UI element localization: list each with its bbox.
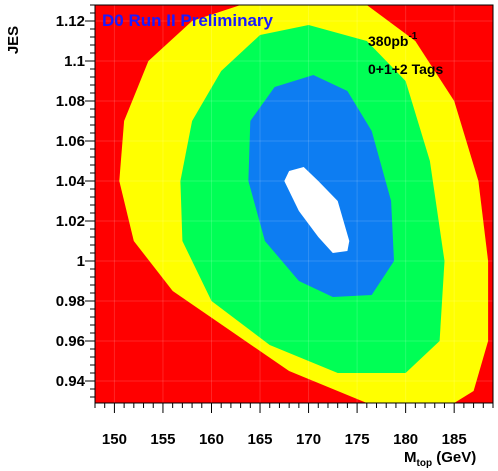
y-tick-label: 1.04 bbox=[56, 173, 86, 190]
x-axis: 150 155 160 165 170 175 180 185 bbox=[94, 402, 494, 448]
luminosity-superscript: -1 bbox=[408, 31, 417, 42]
y-tick-label: 1.08 bbox=[56, 93, 85, 110]
tags-annotation: 0+1+2 Tags bbox=[368, 61, 443, 77]
contour-level-4 bbox=[284, 167, 350, 253]
faint-grid bbox=[95, 5, 493, 403]
y-tick-label: 1.12 bbox=[56, 13, 85, 30]
x-tick-label: 180 bbox=[393, 431, 418, 448]
x-tick-label: 185 bbox=[442, 431, 467, 448]
x-tick-label: 155 bbox=[150, 431, 175, 448]
y-tick-label: 0.98 bbox=[56, 293, 85, 310]
x-tick-label: 175 bbox=[345, 431, 370, 448]
y-tick-label: 0.96 bbox=[56, 333, 85, 350]
x-tick-label: 160 bbox=[199, 431, 224, 448]
x-axis-title: Mtop (GeV) bbox=[404, 449, 476, 469]
y-tick-label: 1.06 bbox=[56, 133, 85, 150]
y-tick-label: 0.94 bbox=[56, 373, 86, 390]
y-axis: 0.94 0.96 0.98 1 1.02 1.04 1.06 1.08 1.1 1.12 bbox=[56, 4, 96, 403]
contour-regions bbox=[119, 5, 489, 403]
y-tick-label: 1.02 bbox=[56, 213, 85, 230]
x-tick-label: 165 bbox=[248, 431, 273, 448]
y-tick-label: 1.1 bbox=[64, 53, 85, 70]
x-tick-label: 150 bbox=[102, 431, 127, 448]
y-tick-label: 1 bbox=[77, 253, 85, 270]
y-axis-title: JES bbox=[5, 26, 22, 54]
x-tick-label: 170 bbox=[296, 431, 321, 448]
chart-title: D0 Run II Preliminary bbox=[102, 11, 274, 30]
luminosity-annotation: 380pb-1 bbox=[368, 31, 418, 49]
